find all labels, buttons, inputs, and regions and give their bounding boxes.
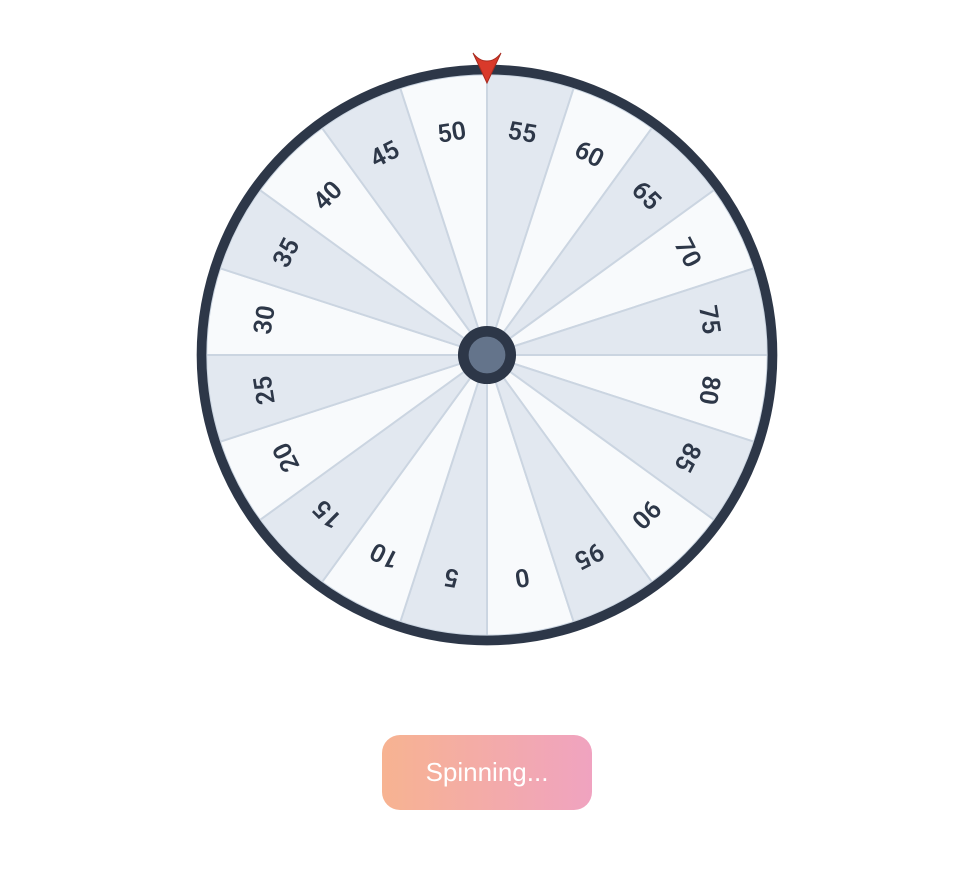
wheel-segment-label: 25 [249, 374, 282, 407]
wheel-segment-label: 30 [249, 303, 282, 336]
wheel-segment-label: 55 [506, 117, 539, 150]
spin-button-label: Spinning... [426, 757, 549, 787]
spin-button[interactable]: Spinning... [382, 735, 593, 810]
wheel-segment-label: 80 [692, 374, 725, 407]
wheel-segment-label: 75 [692, 303, 725, 336]
wheel-container: 05101520253035404550556065707580859095 [187, 55, 787, 655]
wheel-segment-label: 50 [435, 117, 468, 150]
spinner-wheel[interactable]: 05101520253035404550556065707580859095 [187, 55, 787, 655]
pointer-icon [469, 47, 505, 85]
